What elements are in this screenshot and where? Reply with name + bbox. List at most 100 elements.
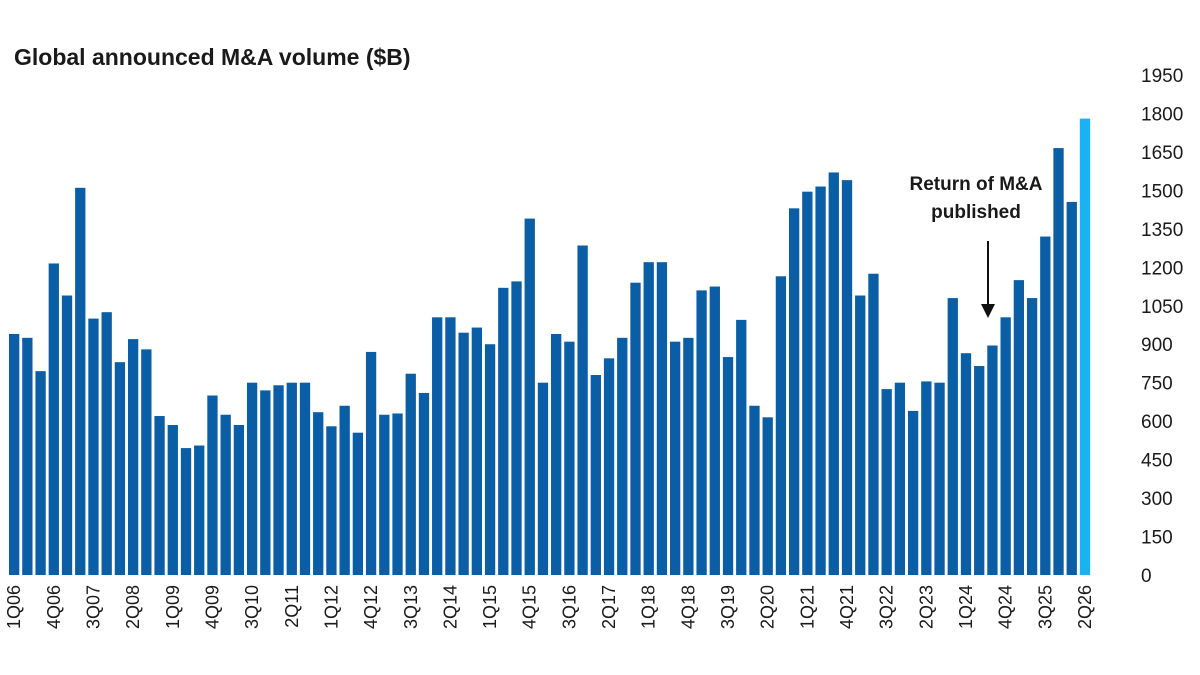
bar-4Q18 bbox=[683, 337, 694, 575]
bar-1Q21 bbox=[802, 191, 813, 576]
bar-4Q10 bbox=[260, 390, 271, 575]
bar-4Q21 bbox=[841, 180, 853, 575]
bar-1Q07 bbox=[61, 295, 73, 575]
bar-2Q10 bbox=[233, 425, 245, 575]
x-tick-label: 4Q18 bbox=[678, 585, 698, 629]
bar-3Q20 bbox=[775, 276, 787, 575]
bar-2Q17 bbox=[603, 358, 615, 575]
bar-4Q22 bbox=[894, 382, 906, 575]
bar-1Q14 bbox=[432, 317, 443, 575]
x-tick-label: 4Q21 bbox=[837, 585, 857, 629]
bar-4Q13 bbox=[418, 392, 430, 575]
bar-2Q23 bbox=[921, 381, 932, 575]
x-tick-label: 2Q23 bbox=[916, 585, 936, 629]
bar-4Q06 bbox=[48, 263, 59, 575]
x-tick-label: 3Q22 bbox=[877, 585, 897, 629]
bar-4Q24 bbox=[1000, 317, 1011, 575]
x-tick-label: 1Q09 bbox=[163, 585, 183, 629]
bar-3Q06 bbox=[35, 371, 46, 575]
bar-1Q20 bbox=[749, 405, 760, 575]
x-axis: 1Q06 4Q06 3Q07 2Q08 1Q09 4Q09 3Q10 2Q11 1Q12 4Q12… bbox=[4, 585, 1095, 629]
bar-3Q25 bbox=[1040, 236, 1051, 576]
chart-title: Global announced M&A volume ($B) bbox=[14, 44, 411, 70]
bar-2Q26 bbox=[1079, 118, 1091, 575]
bar-4Q17 bbox=[630, 282, 641, 575]
x-tick-label: 2Q26 bbox=[1075, 585, 1095, 629]
bar-3Q19 bbox=[722, 357, 734, 575]
bar-4Q19 bbox=[736, 319, 747, 575]
bar-2Q14 bbox=[445, 317, 456, 575]
bar-1Q26 bbox=[1066, 201, 1077, 576]
x-tick-label: 3Q16 bbox=[559, 585, 579, 629]
y-tick-label: 900 bbox=[1141, 335, 1173, 356]
bar-1Q15 bbox=[484, 344, 496, 575]
bar-2Q20 bbox=[762, 417, 773, 575]
y-tick-label: 150 bbox=[1141, 528, 1173, 549]
bar-2Q13 bbox=[392, 413, 403, 575]
y-tick-label: 1050 bbox=[1141, 297, 1183, 318]
bar-4Q23 bbox=[947, 298, 958, 575]
x-tick-label: 3Q19 bbox=[718, 585, 738, 629]
bar-3Q23 bbox=[934, 382, 945, 575]
bar-3Q24 bbox=[987, 345, 998, 575]
bar-4Q16 bbox=[577, 245, 588, 575]
bar-2Q08 bbox=[127, 339, 139, 575]
x-tick-label: 4Q09 bbox=[202, 585, 222, 629]
x-tick-label: 4Q06 bbox=[44, 585, 64, 629]
bar-3Q07 bbox=[88, 318, 99, 575]
y-tick-label: 1800 bbox=[1141, 104, 1183, 125]
bar-3Q09 bbox=[194, 445, 205, 575]
x-tick-label: 2Q11 bbox=[282, 585, 302, 628]
bar-2Q25 bbox=[1026, 298, 1038, 575]
x-tick-label: 1Q18 bbox=[639, 585, 659, 629]
bar-4Q07 bbox=[101, 312, 112, 575]
bar-1Q11 bbox=[273, 385, 284, 575]
annotation-text-line-2: published bbox=[931, 202, 1021, 223]
x-tick-label: 3Q25 bbox=[1035, 585, 1055, 629]
y-tick-label: 450 bbox=[1141, 451, 1173, 472]
bar-2Q11 bbox=[286, 382, 297, 575]
x-tick-label: 3Q07 bbox=[83, 585, 103, 629]
annotation: Return of M&A published bbox=[910, 174, 1043, 318]
bar-2Q21 bbox=[815, 186, 826, 576]
x-tick-label: 2Q17 bbox=[599, 585, 619, 629]
bar-1Q23 bbox=[907, 410, 919, 575]
bar-1Q09 bbox=[167, 425, 178, 575]
bar-1Q24 bbox=[960, 353, 972, 575]
bar-2Q19 bbox=[709, 286, 720, 575]
bar-1Q12 bbox=[326, 426, 337, 575]
bar-2Q15 bbox=[498, 287, 509, 575]
bar-1Q18 bbox=[643, 262, 654, 575]
y-tick-label: 1950 bbox=[1141, 66, 1183, 87]
x-tick-label: 3Q10 bbox=[242, 585, 262, 629]
bar-3Q21 bbox=[828, 172, 839, 575]
bar-2Q22 bbox=[868, 273, 879, 575]
bar-2Q09 bbox=[180, 448, 192, 575]
bar-2Q18 bbox=[656, 262, 668, 575]
bar-1Q10 bbox=[220, 414, 231, 575]
bar-4Q15 bbox=[524, 218, 535, 575]
x-tick-label: 1Q21 bbox=[797, 585, 817, 629]
x-tick-label: 1Q12 bbox=[321, 585, 341, 629]
y-tick-label: 600 bbox=[1141, 412, 1173, 433]
x-tick-label: 1Q15 bbox=[480, 585, 500, 629]
x-tick-label: 1Q24 bbox=[956, 585, 976, 629]
bar-1Q16 bbox=[537, 382, 549, 575]
bar-3Q22 bbox=[881, 389, 892, 575]
y-tick-label: 300 bbox=[1141, 489, 1173, 510]
x-tick-label: 4Q15 bbox=[520, 585, 540, 629]
bar-4Q20 bbox=[788, 208, 800, 575]
x-tick-label: 4Q24 bbox=[996, 585, 1016, 629]
bar-1Q19 bbox=[696, 290, 707, 575]
bar-2Q16 bbox=[551, 333, 562, 575]
bar-1Q25 bbox=[1013, 280, 1025, 575]
bar-4Q25 bbox=[1053, 148, 1064, 575]
bar-4Q14 bbox=[471, 327, 482, 575]
bar-3Q11 bbox=[299, 382, 311, 575]
bar-4Q08 bbox=[154, 416, 165, 575]
bar-1Q06 bbox=[9, 333, 20, 575]
x-tick-label: 4Q12 bbox=[361, 585, 381, 629]
bar-1Q13 bbox=[379, 414, 390, 575]
annotation-text-line-1: Return of M&A bbox=[910, 174, 1043, 195]
